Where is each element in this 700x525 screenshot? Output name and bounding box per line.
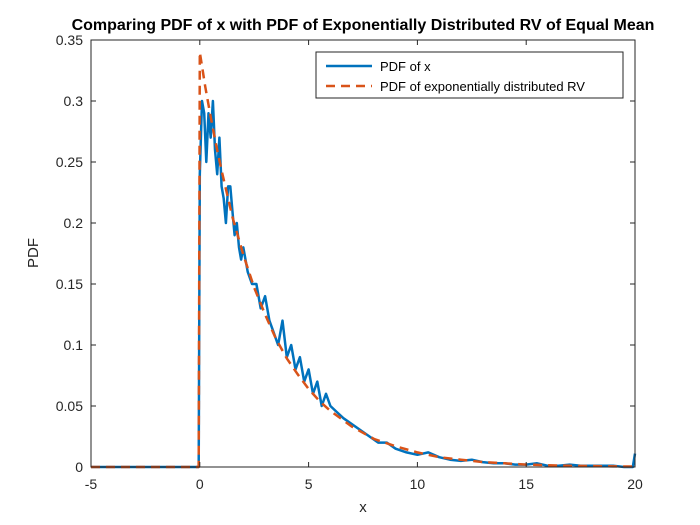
- y-tick-label: 0.3: [64, 93, 84, 109]
- legend-label-pdf-x: PDF of x: [380, 59, 431, 74]
- y-tick-label: 0.35: [56, 32, 83, 48]
- y-tick-label: 0.2: [64, 215, 84, 231]
- x-tick-label: -5: [85, 476, 98, 492]
- chart-title: Comparing PDF of x with PDF of Exponenti…: [72, 17, 655, 34]
- y-tick-label: 0.15: [56, 276, 83, 292]
- legend: PDF of x PDF of exponentially distribute…: [315, 51, 624, 99]
- y-tick-label: 0.05: [56, 398, 83, 414]
- x-tick-label: 5: [305, 476, 313, 492]
- x-tick-label: 15: [518, 476, 534, 492]
- axes-box: [90, 39, 636, 468]
- y-tick-label: 0.25: [56, 154, 83, 170]
- plot-area: [91, 40, 635, 467]
- y-tick-label: 0: [75, 459, 83, 475]
- x-tick-label: 0: [196, 476, 204, 492]
- axes-layer: [90, 39, 636, 468]
- y-tick-label: 0.1: [64, 337, 84, 353]
- x-tick-label: 20: [627, 476, 643, 492]
- y-axis-label: PDF: [25, 238, 42, 268]
- series-line-pdf-x: [91, 99, 637, 469]
- x-tick-label: 10: [410, 476, 426, 492]
- legend-box: [315, 51, 624, 99]
- x-axis-label: x: [359, 499, 367, 516]
- legend-label-pdf-exp: PDF of exponentially distributed RV: [380, 79, 585, 94]
